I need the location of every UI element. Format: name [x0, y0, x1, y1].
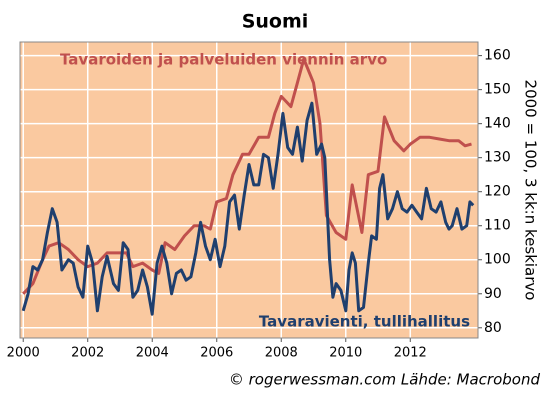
y-tick-label: 160 [484, 48, 511, 64]
legend-label: Tavaroiden ja palveluiden viennin arvo [60, 51, 387, 69]
x-tick-label: 2000 [7, 346, 40, 361]
x-tick-label: 2002 [71, 346, 104, 361]
y-tick-label: 130 [484, 150, 511, 166]
series-line [22, 57, 472, 295]
x-tick-label: 2010 [329, 346, 362, 361]
y-tick-label: 90 [484, 286, 502, 302]
y-tick-label: 150 [484, 82, 511, 98]
y-tick-label: 140 [484, 116, 511, 132]
series-line [21, 101, 475, 316]
y-axis-label: 2000 = 100, 3 kk:n keskiarvo [522, 80, 540, 301]
y-tick-label: 80 [484, 320, 502, 336]
x-tick-label: 2008 [265, 346, 298, 361]
source: © rogerwessman.com Lähde: Macrobond [229, 371, 541, 389]
x-tick-label: 2006 [200, 346, 233, 361]
plot-border [19, 41, 479, 339]
x-tick-label: 2004 [136, 346, 169, 361]
y-tick-label: 120 [484, 184, 511, 200]
x-tick-label: 2012 [394, 346, 427, 361]
y-tick-label: 100 [484, 252, 511, 268]
y-tick-label: 110 [484, 218, 511, 234]
chart-title: Suomi [242, 11, 309, 33]
legend-label: Tavaravienti, tullihallitus [259, 313, 470, 331]
